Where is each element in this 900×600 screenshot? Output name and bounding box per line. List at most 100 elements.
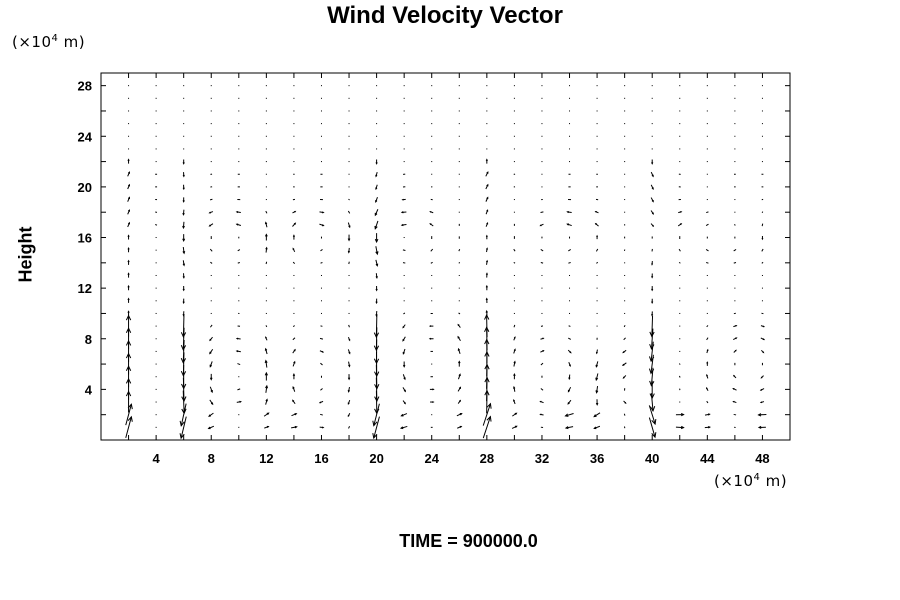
vector-dot — [210, 300, 212, 302]
vector-dot — [624, 199, 626, 201]
vector-head — [486, 196, 489, 200]
vector-head — [761, 237, 764, 241]
vector-dot — [128, 148, 130, 150]
vector-dot — [761, 287, 763, 289]
vector-head — [127, 259, 130, 263]
vector-head — [760, 376, 763, 379]
vector-dot — [486, 97, 488, 99]
vector-dot — [596, 148, 598, 150]
vector-head — [292, 373, 296, 377]
vector-dot — [624, 312, 626, 314]
vector-head — [321, 426, 325, 429]
vector-dot — [376, 123, 378, 125]
vector-dot — [210, 274, 212, 276]
vector-head — [348, 364, 351, 368]
vector-head — [127, 297, 130, 301]
vector-shaft — [209, 324, 213, 328]
vector-dot — [238, 97, 240, 99]
vector-head — [209, 364, 213, 368]
vector-dot — [431, 414, 433, 416]
vector-dot — [128, 135, 130, 137]
vector-dot — [596, 300, 598, 302]
vector-dot — [541, 186, 543, 188]
vector-dot — [624, 211, 626, 213]
vector-dot — [541, 300, 543, 302]
vector-head — [651, 162, 654, 165]
vector-shaft — [403, 312, 406, 315]
vector-head — [347, 402, 350, 406]
vector-dot — [706, 300, 708, 302]
vector-head — [593, 414, 597, 418]
vector-dot — [348, 123, 350, 125]
vector-dot — [238, 161, 240, 163]
vector-shaft — [734, 223, 736, 226]
vector-head — [292, 399, 295, 402]
x-tick-label: 48 — [755, 451, 769, 466]
vector-dot — [265, 123, 267, 125]
vector-head — [402, 351, 405, 355]
vector-head — [513, 336, 516, 339]
vector-head — [210, 402, 214, 406]
vector-dot — [569, 135, 571, 137]
vector-shaft — [430, 248, 434, 252]
vector-shaft — [155, 224, 158, 226]
vector-head — [514, 412, 518, 416]
vector-dot — [679, 135, 681, 137]
vector-head — [402, 339, 405, 342]
vector-head — [567, 402, 570, 405]
vector-dot — [679, 85, 681, 87]
vector-dot — [596, 135, 598, 137]
y-tick-label: 16 — [78, 231, 92, 246]
vector-head — [127, 272, 130, 275]
vector-shaft — [596, 261, 599, 264]
time-label: TIME = 900000.0 — [399, 531, 538, 551]
vector-dot — [596, 110, 598, 112]
vector-dot — [238, 426, 240, 428]
vector-shaft — [733, 413, 737, 416]
vector-dot — [293, 312, 295, 314]
vector-head — [180, 358, 187, 364]
vector-head — [374, 212, 378, 217]
vector-shaft — [348, 324, 350, 328]
vector-dot — [734, 123, 736, 125]
vector-head — [127, 415, 133, 422]
vector-shaft — [733, 249, 737, 252]
vector-head — [266, 412, 270, 416]
vector-dot — [458, 274, 460, 276]
vector-head — [264, 371, 268, 376]
vector-shaft — [513, 324, 516, 328]
vector-dot — [155, 350, 157, 352]
vector-dot — [458, 173, 460, 175]
vector-dot — [155, 376, 157, 378]
vector-dot — [183, 123, 185, 125]
vector-dot — [624, 110, 626, 112]
vector-dot — [569, 287, 571, 289]
vector-head — [594, 222, 598, 226]
vector-head — [486, 209, 489, 212]
vector-dot — [541, 312, 543, 314]
vector-head — [265, 384, 269, 389]
vector-shaft — [513, 248, 516, 252]
vector-shaft — [292, 325, 295, 328]
vector-shaft — [540, 211, 544, 214]
vector-shaft — [540, 249, 544, 252]
vector-head — [486, 171, 489, 174]
vector-dot — [458, 135, 460, 137]
vector-head — [400, 211, 404, 214]
vector-dot — [569, 123, 571, 125]
vector-head — [127, 171, 131, 174]
vector-head — [734, 349, 737, 352]
vector-dot — [265, 85, 267, 87]
x-tick-label: 36 — [590, 451, 604, 466]
vector-head — [593, 426, 597, 430]
vector-head — [428, 325, 432, 328]
vector-dot — [431, 300, 433, 302]
vector-dot — [596, 312, 598, 314]
vector-dot — [651, 110, 653, 112]
vector-head — [375, 263, 379, 267]
vector-dot — [624, 161, 626, 163]
vector-dot — [155, 135, 157, 137]
vector-head — [649, 331, 655, 338]
vector-dot — [706, 173, 708, 175]
vector-head — [651, 263, 654, 266]
